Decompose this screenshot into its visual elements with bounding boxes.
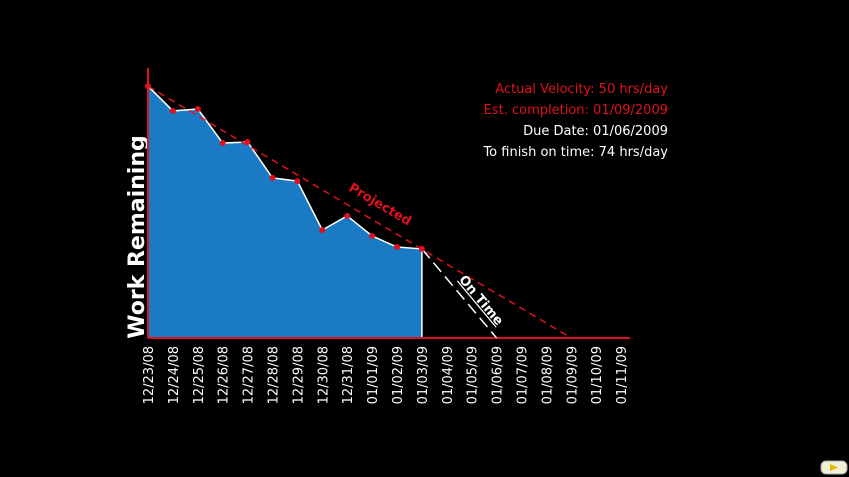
x-tick-label: 01/09/09 (565, 346, 580, 404)
x-tick-label: 12/30/08 (316, 346, 331, 404)
x-tick-label: 01/03/09 (416, 346, 431, 404)
x-tick-label: 12/25/08 (192, 346, 207, 404)
annotation: Est. completion: 01/09/2009 (484, 103, 668, 118)
x-tick-label: 12/27/08 (242, 346, 257, 404)
work-point (244, 138, 251, 145)
on-time-label: On Time (455, 273, 505, 329)
play-icon[interactable] (830, 464, 838, 471)
x-tick-label: 01/02/09 (391, 346, 406, 404)
x-tick-label: 01/07/09 (516, 346, 531, 404)
x-tick-label: 12/24/08 (167, 346, 182, 404)
work-point (369, 232, 376, 239)
x-tick-label: 12/31/08 (341, 346, 356, 404)
work-point (194, 106, 201, 113)
x-tick-label: 12/23/08 (142, 346, 157, 404)
work-point (219, 140, 226, 147)
on-time-line (421, 248, 498, 339)
projected-line (147, 85, 572, 339)
work-point (418, 245, 425, 252)
annotation: Due Date: 01/06/2009 (523, 124, 668, 139)
work-area (148, 86, 422, 338)
work-point (169, 107, 176, 114)
y-axis-label: Work Remaining (125, 135, 150, 339)
x-tick-label: 01/11/09 (615, 346, 630, 404)
x-tick-label: 01/06/09 (491, 346, 506, 404)
x-tick-label: 01/05/09 (466, 346, 481, 404)
work-point (269, 174, 276, 181)
work-point (294, 178, 301, 185)
x-tick-label: 01/08/09 (540, 346, 555, 404)
annotation: To finish on time: 74 hrs/day (482, 145, 668, 160)
work-point (344, 212, 351, 219)
x-tick-label: 12/29/08 (291, 346, 306, 404)
work-point (145, 83, 151, 90)
x-tick-label: 01/10/09 (590, 346, 605, 404)
x-tick-label: 12/26/08 (217, 346, 232, 404)
x-tick-label: 01/01/09 (366, 346, 381, 404)
work-point (394, 244, 400, 251)
x-tick-label: 12/28/08 (267, 346, 282, 404)
annotation: Actual Velocity: 50 hrs/day (495, 82, 668, 97)
work-point (319, 227, 326, 233)
play-button[interactable] (820, 460, 848, 475)
x-tick-label: 01/04/09 (441, 346, 456, 404)
